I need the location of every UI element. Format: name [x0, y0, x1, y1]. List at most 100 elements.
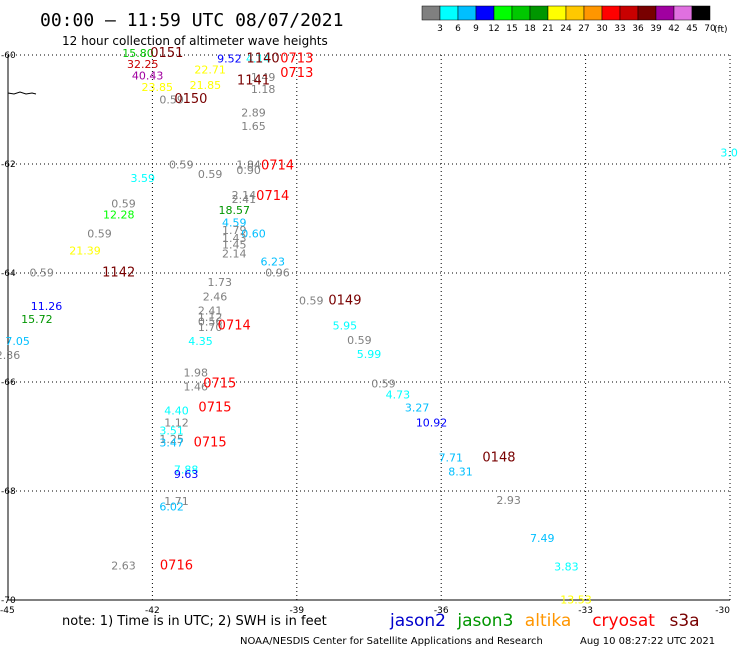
- swh-value-label: 1.79: [222, 224, 247, 237]
- colorbar-swatch: [457, 5, 477, 21]
- colorbar-tick-label: 70: [704, 24, 716, 34]
- swh-value-label: 18.57: [218, 204, 250, 217]
- swh-value-label: 7.05: [5, 335, 30, 348]
- swh-value-label: 0.59: [87, 228, 112, 241]
- swh-value-label: 7.71: [439, 452, 464, 465]
- swh-value-label: 9.63: [174, 468, 199, 481]
- swh-value-label: 1.25: [159, 433, 184, 446]
- swh-value-label: 0.59: [169, 158, 194, 171]
- pass-time-label: 0715: [203, 376, 236, 391]
- colorbar-swatch: [583, 5, 603, 21]
- swh-value-label: 4.14: [246, 53, 271, 66]
- swh-value-label: 7.88: [174, 464, 199, 477]
- colorbar-tick-label: 6: [455, 24, 461, 34]
- swh-value-label: 2.89: [241, 107, 266, 120]
- swh-value-label: 0.59: [347, 334, 372, 347]
- mission-legend-altika: altika: [525, 611, 572, 631]
- swh-value-label: 3.59: [131, 172, 156, 185]
- swh-value-label: 0.59: [111, 198, 136, 211]
- swh-value-label: 1.12: [164, 417, 189, 430]
- swh-value-label: 1.45: [222, 238, 247, 251]
- chart-title: 00:00 – 11:59 UTC 08/07/2021: [40, 10, 343, 31]
- swh-value-label: 1.12: [198, 311, 223, 324]
- y-tick-label: -66: [1, 378, 16, 388]
- colorbar-tick-label: 36: [632, 24, 644, 34]
- swh-value-label: 2.41: [198, 304, 223, 317]
- colorbar-swatch: [655, 5, 675, 21]
- footer-credit: NOAA/NESDIS Center for Satellite Applica…: [240, 636, 543, 647]
- colorbar-swatch: [529, 5, 549, 21]
- y-tick-label: -70: [1, 596, 16, 606]
- colorbar-swatch: [691, 5, 711, 21]
- swh-value-label: 10.92: [416, 417, 448, 430]
- swh-value-label: 3.83: [554, 561, 579, 574]
- swh-value-label: 3.51: [159, 424, 184, 437]
- x-tick-label: -42: [145, 606, 160, 616]
- swh-value-label: 15.72: [21, 313, 53, 326]
- swh-value-label: 9.52: [217, 53, 242, 66]
- pass-time-label: 0715: [198, 400, 231, 415]
- colorbar-unit: (ft): [714, 25, 728, 35]
- colorbar-tick-label: 27: [578, 24, 589, 34]
- pass-time-label: 0713: [280, 66, 313, 81]
- swh-value-label: 1.84: [236, 158, 261, 171]
- mission-legend-cryosat: cryosat: [592, 611, 655, 631]
- colorbar-tick-label: 21: [542, 24, 553, 34]
- swh-value-label: 0.59: [159, 94, 184, 107]
- colorbar-tick-label: 39: [650, 24, 662, 34]
- swh-value-label: 21.39: [69, 244, 101, 257]
- colorbar-tick-label: 33: [614, 24, 625, 34]
- swh-value-label: 1.65: [241, 120, 266, 133]
- swh-value-label: 4.73: [386, 388, 411, 401]
- swh-value-label: 21.85: [190, 79, 222, 92]
- swh-value-label: 4.40: [164, 405, 189, 418]
- swh-value-label: 6.02: [159, 501, 184, 514]
- grid-lines: [8, 54, 731, 600]
- y-tick-label: -60: [1, 51, 16, 61]
- pass-time-label: 0715: [194, 435, 227, 450]
- pass-time-label: 1140: [247, 52, 280, 67]
- swh-value-label: 2.14: [232, 189, 257, 202]
- colorbar-tick-label: 18: [524, 24, 536, 34]
- pass-time-label: 0714: [261, 158, 294, 173]
- coastline: [7, 91, 37, 95]
- swh-value-label: 12.28: [103, 209, 135, 222]
- swh-value-label: 0.59: [198, 168, 223, 181]
- pass-time-label: 0713: [280, 52, 313, 67]
- pass-time-label: 1141: [237, 73, 270, 88]
- swh-value-label: 15.80: [122, 47, 154, 60]
- swh-value-label: 2.93: [496, 494, 521, 507]
- colorbar-swatch: [511, 5, 531, 21]
- pass-time-label: 0716: [160, 558, 193, 573]
- swh-value-label: 32.25: [127, 58, 159, 71]
- pass-time-label: 1142: [102, 265, 135, 280]
- plot-frame-group: [7, 55, 730, 601]
- swh-value-label: 0.59: [29, 266, 54, 279]
- swh-value-label: 1.18: [251, 83, 276, 96]
- y-tick-label: -62: [1, 160, 16, 170]
- swh-value-label: 11.26: [31, 300, 63, 313]
- colorbar-swatch: [493, 5, 513, 21]
- swh-value-label: 4.35: [188, 335, 213, 348]
- swh-value-label: 13.53: [560, 593, 592, 606]
- swh-value-label: 0.59: [299, 295, 324, 308]
- colorbar-tick-label: 9: [473, 24, 479, 34]
- pass-time-label: 0714: [218, 319, 251, 334]
- pass-time-label: 0150: [174, 92, 207, 107]
- colorbar-tick-label: 12: [488, 24, 499, 34]
- swh-value-label: 1.73: [208, 276, 233, 289]
- y-tick-label: -68: [1, 487, 16, 497]
- swh-value-label: 6.23: [260, 255, 285, 268]
- colorbar-tick-label: 30: [596, 24, 608, 34]
- colorbar-swatch: [475, 5, 495, 21]
- swh-value-label: 1.49: [251, 71, 276, 84]
- swh-value-label: 1.70: [198, 321, 223, 334]
- colorbar-tick-label: 42: [668, 24, 679, 34]
- x-tick-label: -45: [0, 606, 15, 616]
- colorbar-tick-label: 3: [437, 24, 443, 34]
- swh-value-label: 1.71: [164, 495, 189, 508]
- mission-legend-s3a: s3a: [670, 611, 700, 631]
